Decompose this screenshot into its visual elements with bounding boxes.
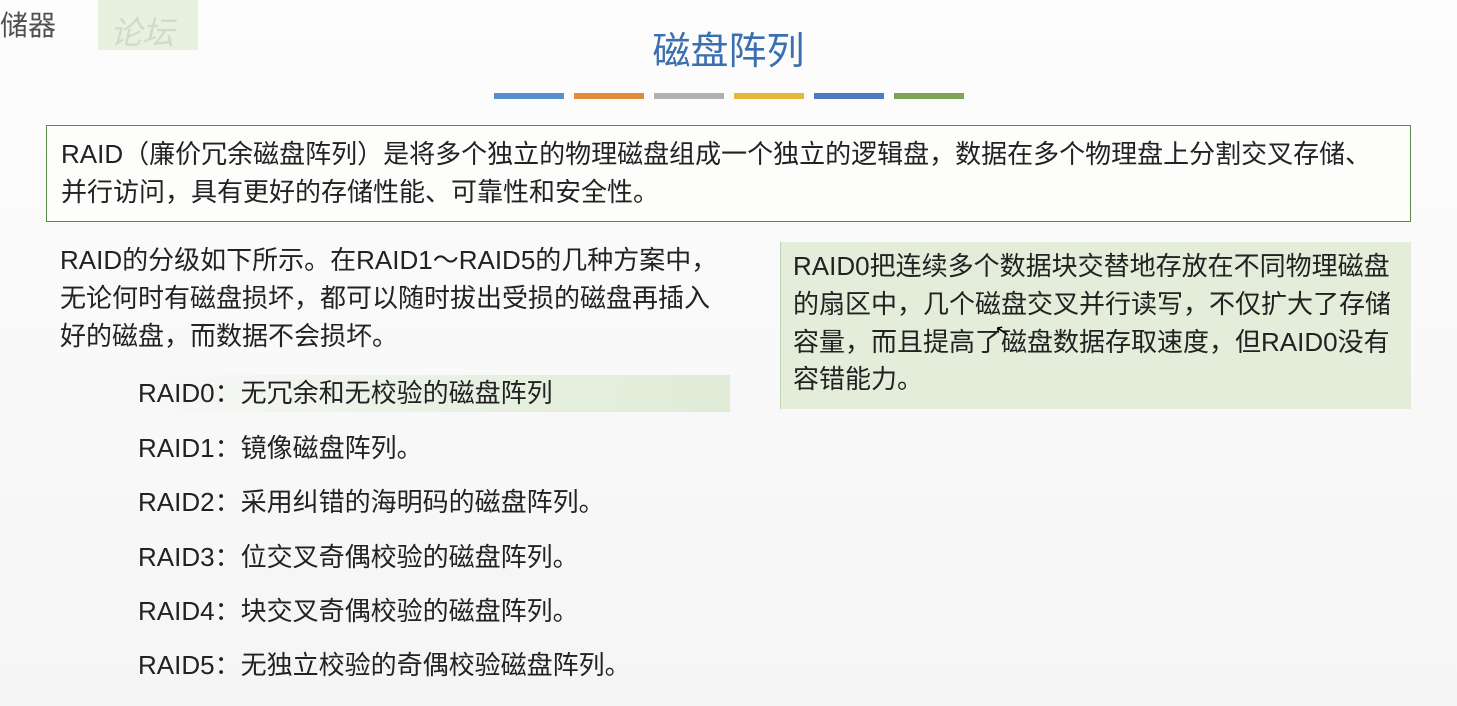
divider-seg-5 <box>894 93 964 99</box>
raid-item-5: RAID5：无独立校验的奇偶校验磁盘阵列。 <box>138 647 730 683</box>
divider-seg-3 <box>734 93 804 99</box>
raid-desc-1: 镜像磁盘阵列。 <box>241 433 423 463</box>
raid-desc-4: 块交叉奇偶校验的磁盘阵列。 <box>241 596 579 626</box>
raid-desc-2: 采用纠错的海明码的磁盘阵列。 <box>241 487 605 517</box>
content-row: RAID的分级如下所示。在RAID1～RAID5的几种方案中，无论何时有磁盘损坏… <box>0 242 1457 701</box>
title-divider <box>0 93 1457 99</box>
raid-label-5: RAID5： <box>138 650 241 680</box>
page-title: 磁盘阵列 <box>0 0 1457 75</box>
raid0-explanation-text: RAID0把连续多个数据块交替地存放在不同物理磁盘的扇区中，几个磁盘交叉并行读写… <box>793 251 1391 394</box>
raid-item-2: RAID2：采用纠错的海明码的磁盘阵列。 <box>138 484 730 520</box>
intro-definition-box: RAID（廉价冗余磁盘阵列）是将多个独立的物理磁盘组成一个独立的逻辑盘，数据在多… <box>46 125 1411 222</box>
raid-level-list: RAID0：无冗余和无校验的磁盘阵列 RAID1：镜像磁盘阵列。 RAID2：采… <box>60 375 730 683</box>
watermark-faint-text: 论坛 <box>110 8 174 54</box>
left-column: RAID的分级如下所示。在RAID1～RAID5的几种方案中，无论何时有磁盘损坏… <box>60 242 730 701</box>
left-paragraph: RAID的分级如下所示。在RAID1～RAID5的几种方案中，无论何时有磁盘损坏… <box>60 242 730 355</box>
divider-seg-4 <box>814 93 884 99</box>
raid-label-0: RAID0： <box>138 378 241 408</box>
divider-seg-1 <box>574 93 644 99</box>
raid-desc-5: 无独立校验的奇偶校验磁盘阵列。 <box>241 650 631 680</box>
raid-label-1: RAID1： <box>138 433 241 463</box>
raid0-explanation-box: RAID0把连续多个数据块交替地存放在不同物理磁盘的扇区中，几个磁盘交叉并行读写… <box>780 242 1411 409</box>
raid-item-1: RAID1：镜像磁盘阵列。 <box>138 430 730 466</box>
divider-seg-2 <box>654 93 724 99</box>
raid-label-2: RAID2： <box>138 487 241 517</box>
raid-desc-0: 无冗余和无校验的磁盘阵列 <box>241 378 553 408</box>
raid-item-3: RAID3：位交叉奇偶校验的磁盘阵列。 <box>138 539 730 575</box>
raid-label-4: RAID4： <box>138 596 241 626</box>
raid-label-3: RAID3： <box>138 542 241 572</box>
raid-item-0: RAID0：无冗余和无校验的磁盘阵列 <box>138 375 730 411</box>
divider-seg-0 <box>494 93 564 99</box>
raid-desc-3: 位交叉奇偶校验的磁盘阵列。 <box>241 542 579 572</box>
watermark-corner-text: 储器 <box>0 4 56 44</box>
raid-item-4: RAID4：块交叉奇偶校验的磁盘阵列。 <box>138 593 730 629</box>
